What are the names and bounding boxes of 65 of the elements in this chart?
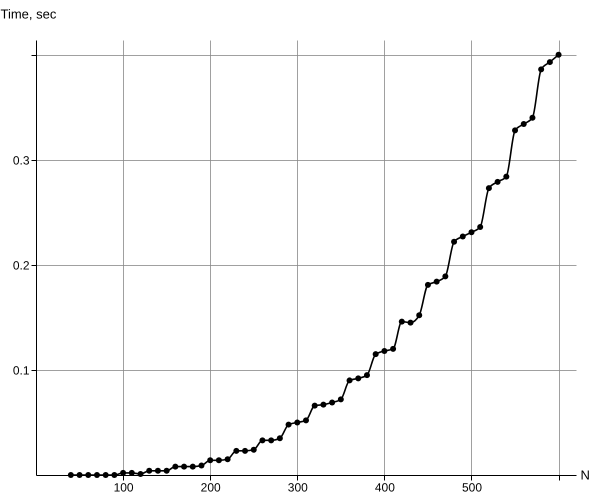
point: [477, 224, 484, 230]
point: [154, 468, 161, 474]
point: [216, 457, 222, 464]
point: [146, 468, 152, 474]
point: [346, 377, 353, 384]
point: [268, 437, 274, 444]
point: [424, 282, 431, 288]
point: [276, 435, 283, 442]
point: [503, 174, 510, 180]
point: [164, 468, 170, 474]
point: [102, 472, 109, 478]
point: [538, 66, 544, 72]
point: [111, 472, 118, 478]
point: [451, 238, 458, 245]
point: [529, 114, 536, 121]
y-axis-title: Time, sec: [0, 6, 57, 22]
point: [486, 185, 492, 192]
point: [94, 472, 100, 478]
point: [207, 457, 214, 464]
point: [294, 419, 300, 426]
point: [250, 446, 257, 453]
point: [442, 273, 448, 280]
x-axis-title: N: [580, 468, 590, 482]
point: [85, 472, 92, 478]
point: [512, 127, 518, 134]
point: [408, 320, 414, 326]
point: [556, 52, 562, 58]
point: [355, 375, 362, 382]
x-tick-label: 200: [200, 480, 222, 494]
point: [520, 121, 527, 128]
point: [381, 348, 388, 354]
point: [398, 318, 405, 325]
point: [242, 448, 248, 454]
y-tick-label: 0.2: [12, 258, 30, 272]
point: [416, 312, 422, 318]
point: [76, 472, 83, 478]
point: [546, 59, 553, 66]
x-tick-label: 100: [114, 480, 134, 494]
point: [68, 472, 74, 478]
point: [233, 448, 240, 454]
point: [286, 422, 292, 428]
point: [312, 402, 318, 409]
point: [364, 372, 370, 378]
point: [434, 278, 440, 285]
point: [181, 464, 188, 470]
point: [172, 464, 178, 470]
point: [494, 178, 501, 185]
point: [390, 346, 396, 352]
point: [198, 462, 204, 469]
point: [320, 402, 326, 408]
y-tick-label: 0.3: [12, 153, 30, 168]
x-tick-label: 400: [374, 480, 396, 494]
y-tick-label: 0.1: [12, 363, 30, 378]
point: [329, 400, 336, 406]
point: [259, 437, 266, 444]
point: [338, 396, 344, 402]
x-tick-label: 300: [288, 480, 308, 494]
point: [224, 456, 231, 462]
point: [138, 470, 144, 477]
point: [190, 464, 196, 470]
point: [460, 233, 466, 240]
point: [468, 229, 474, 236]
x-tick-label: 500: [462, 480, 482, 494]
point: [303, 417, 309, 424]
point: [372, 351, 379, 358]
